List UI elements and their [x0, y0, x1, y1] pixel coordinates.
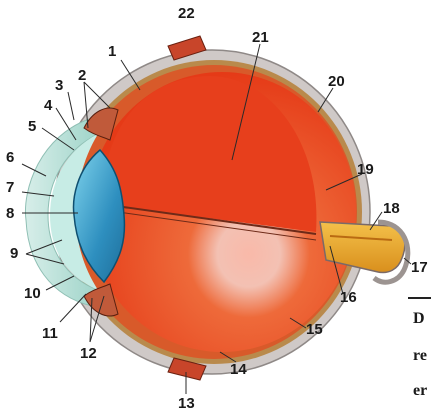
lens [72, 148, 126, 284]
label-6: 6 [6, 149, 14, 166]
label-12: 12 [80, 345, 97, 362]
ciliary-body-bottom [83, 283, 119, 317]
label-19: 19 [357, 161, 374, 178]
superior-muscle [167, 35, 207, 61]
leader-lines [21, 43, 412, 394]
ciliary-body-top [83, 107, 119, 141]
caption-line-1: D [413, 310, 425, 327]
label-17: 17 [411, 259, 428, 276]
label-7: 7 [6, 179, 14, 196]
label-20: 20 [328, 73, 345, 90]
number-labels: 1 2 3 4 5 6 7 8 9 10 11 12 13 14 15 16 1… [6, 5, 428, 412]
label-1: 1 [108, 43, 116, 60]
label-15: 15 [306, 321, 323, 338]
label-8: 8 [6, 205, 14, 222]
label-5: 5 [28, 118, 36, 135]
label-18: 18 [383, 200, 400, 217]
inferior-muscle [167, 357, 207, 381]
caption-rule [408, 297, 431, 299]
caption-line-3: er [413, 382, 428, 399]
label-16: 16 [340, 289, 357, 306]
optic-nerve-sheath [372, 219, 411, 285]
caption-line-2: re [413, 347, 427, 364]
hyaloid-canal [115, 205, 317, 235]
label-14: 14 [230, 361, 247, 378]
label-11: 11 [42, 325, 58, 342]
label-22: 22 [178, 5, 195, 22]
label-4: 4 [44, 97, 53, 114]
label-13: 13 [178, 395, 195, 412]
vitreous-upper [104, 76, 317, 232]
label-3: 3 [55, 77, 63, 94]
label-9: 9 [10, 245, 18, 262]
label-2: 2 [78, 67, 86, 84]
label-10: 10 [24, 285, 41, 302]
label-21: 21 [252, 29, 269, 46]
